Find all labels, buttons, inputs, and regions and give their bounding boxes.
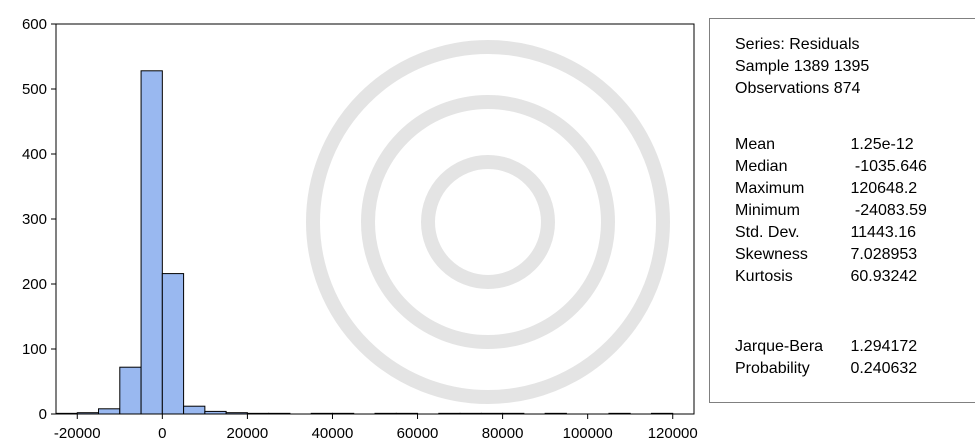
y-tick-label: 100 [22, 341, 47, 358]
minimum-label: Minimum [735, 202, 800, 219]
series-label: Series: Residuals [735, 36, 860, 53]
stats-panel [709, 18, 975, 403]
y-tick-label: 500 [22, 81, 47, 98]
x-tick-label: -20000 [54, 425, 101, 442]
jarque-bera-label: Jarque-Bera [735, 338, 824, 355]
median-value: -1035.646 [846, 158, 927, 175]
maximum-value: 120648.2 [846, 180, 918, 197]
x-tick-label: 60000 [397, 425, 439, 442]
x-tick-label: 40000 [312, 425, 354, 442]
std-dev-label: Std. Dev. [735, 224, 800, 241]
median-label: Median [735, 158, 788, 175]
x-axis: -20000 0 20000 40000 60000 80000 100000 120000 [54, 414, 698, 442]
jarque-bera-value: 1.294172 [846, 338, 918, 355]
skewness-label: Skewness [735, 246, 808, 263]
x-tick-label: 80000 [482, 425, 524, 442]
x-tick-label: 0 [158, 425, 166, 442]
histogram-bar [183, 405, 206, 415]
y-tick-label: 200 [22, 276, 47, 293]
y-tick-label: 400 [22, 146, 47, 163]
kurtosis-value: 60.93242 [846, 268, 918, 285]
histogram-bar [161, 273, 185, 415]
probability-label: Probability [735, 360, 810, 377]
y-tick-label: 300 [22, 211, 47, 228]
y-axis: 0 100 200 300 400 500 600 [22, 16, 56, 423]
maximum-label: Maximum [735, 180, 805, 197]
mean-label: Mean [735, 136, 776, 153]
y-tick-label: 0 [39, 406, 47, 423]
sample-label: Sample 1389 1395 [735, 58, 870, 75]
histogram-chart: 0 100 200 300 400 500 600 -20000 0 20000 40000 600… [22, 16, 698, 442]
x-tick-label: 20000 [227, 425, 269, 442]
histogram-bar [98, 408, 121, 415]
mean-value: 1.25e-12 [846, 136, 914, 153]
kurtosis-label: Kurtosis [735, 268, 793, 285]
probability-value: 0.240632 [846, 360, 918, 377]
y-tick-label: 600 [22, 16, 47, 33]
minimum-value: -24083.59 [846, 202, 927, 219]
histogram-bar [140, 70, 163, 415]
skewness-value: 7.028953 [846, 246, 918, 263]
x-tick-label: 120000 [648, 425, 698, 442]
std-dev-value: 11443.16 [846, 224, 916, 241]
observations-label: Observations 874 [735, 80, 861, 97]
bars-group [55, 70, 674, 415]
histogram-bar [119, 366, 142, 415]
x-tick-label: 100000 [563, 425, 613, 442]
